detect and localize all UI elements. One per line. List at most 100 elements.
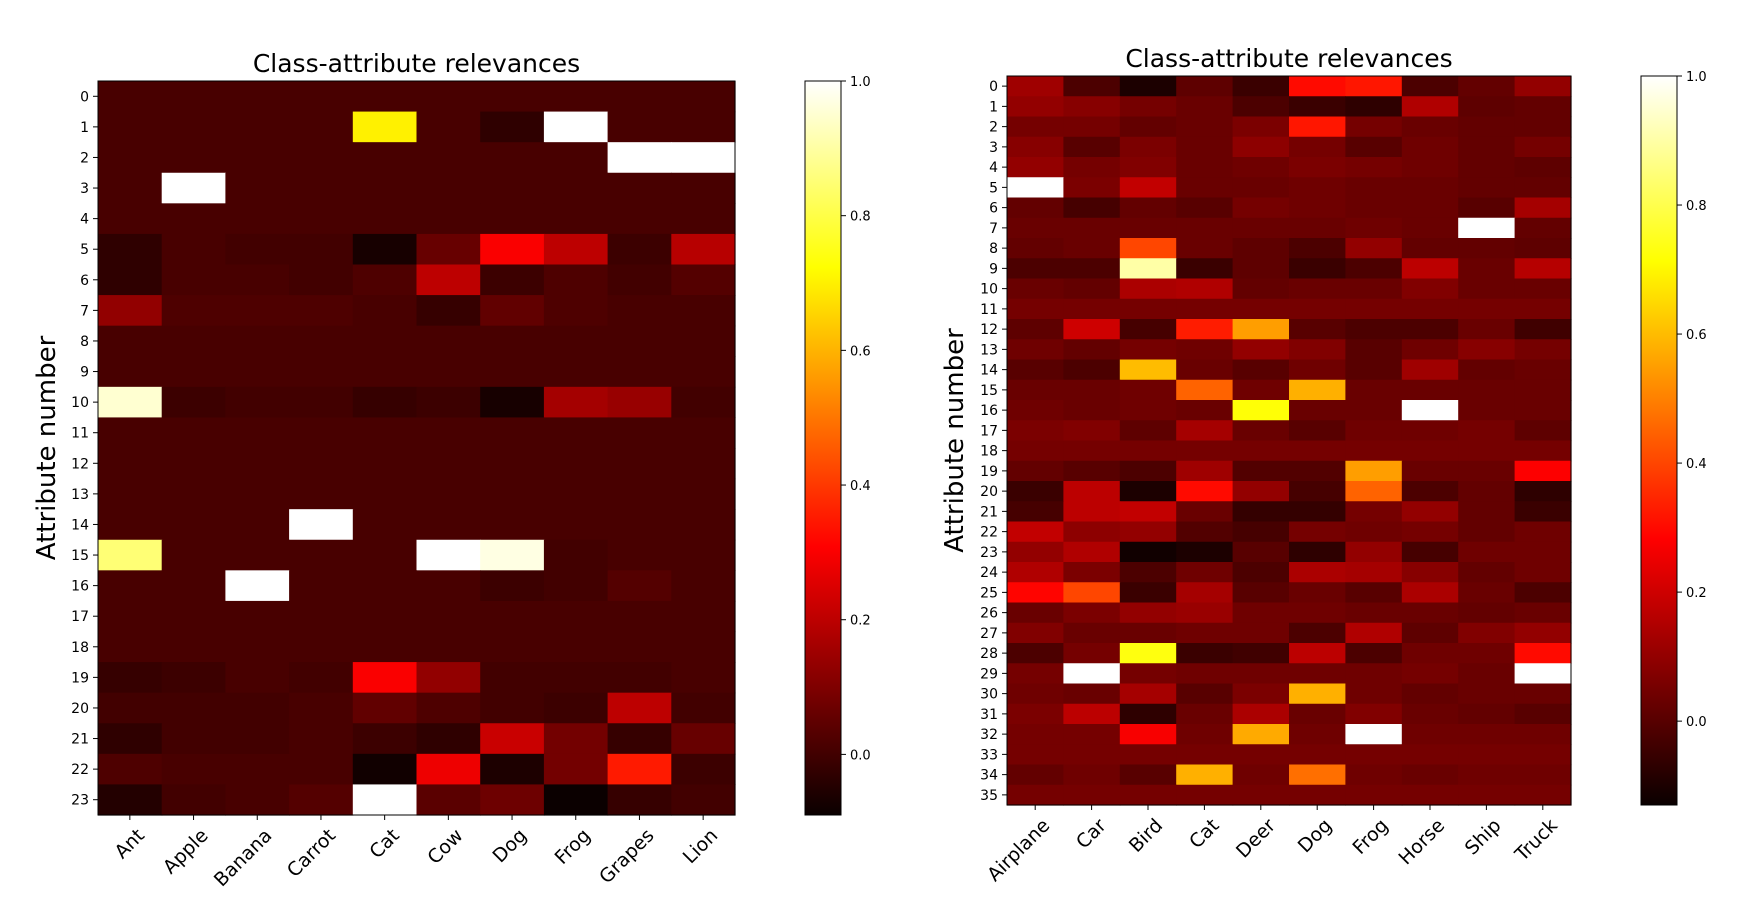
heatmap-cell [1176, 319, 1234, 340]
heatmap-cell [1401, 744, 1459, 766]
heatmap-cell [543, 539, 609, 571]
heatmap-cell [1345, 238, 1403, 259]
heatmap-cell [1063, 784, 1121, 806]
heatmap-cell [161, 600, 226, 633]
y-tick-label: 19 [980, 464, 998, 480]
heatmap-cell [1119, 359, 1177, 381]
heatmap-cell [1514, 278, 1572, 300]
y-tick-label: 4 [80, 212, 89, 228]
heatmap-cell [1119, 481, 1177, 502]
heatmap-cell [1176, 258, 1234, 280]
heatmap-cell [671, 631, 736, 663]
heatmap-cell [543, 723, 609, 755]
heatmap-cell [1176, 764, 1234, 786]
heatmap-cell [98, 356, 163, 388]
heatmap-cell [671, 784, 736, 816]
heatmap-cell [1176, 501, 1234, 523]
heatmap-cell [543, 784, 609, 816]
heatmap-cell [1514, 784, 1572, 806]
heatmap-cell [161, 386, 226, 419]
heatmap-cell [1176, 177, 1234, 199]
heatmap-cell [1345, 764, 1403, 786]
heatmap-cell [98, 386, 163, 419]
heatmap-cell [1063, 683, 1121, 705]
heatmap-cell [1119, 582, 1177, 604]
heatmap-cell [1345, 521, 1403, 543]
heatmap-cell [1063, 602, 1121, 624]
heatmap-cell [543, 356, 609, 388]
heatmap-cell [1232, 683, 1290, 705]
heatmap-cell [1514, 379, 1572, 401]
heatmap-cell [161, 539, 226, 571]
heatmap-cell [1007, 501, 1064, 523]
y-tick-label: 32 [980, 727, 998, 743]
heatmap-cell [1007, 319, 1064, 340]
heatmap-cell [98, 233, 163, 266]
heatmap-cell [1458, 197, 1516, 219]
heatmap-cell [98, 325, 163, 357]
heatmap-cell [1007, 197, 1064, 219]
heatmap-cell [1401, 703, 1459, 725]
heatmap-cell [480, 539, 545, 571]
heatmap-cell [1514, 521, 1572, 543]
heatmap-cell [1007, 157, 1064, 178]
heatmap-cell [1401, 481, 1459, 502]
heatmap-cell [607, 600, 672, 633]
heatmap-cell [289, 539, 354, 571]
heatmap-cell [352, 631, 418, 663]
y-tick-label: 10 [980, 282, 998, 298]
heatmap-cell [1063, 339, 1121, 361]
heatmap-cell [1401, 440, 1459, 462]
heatmap-cell [1345, 582, 1403, 604]
heatmap-cell [289, 233, 354, 266]
colorbar-tick-label: 0.2 [1686, 586, 1707, 601]
y-tick-label: 17 [71, 609, 89, 625]
heatmap-cell [1401, 177, 1459, 199]
heatmap-cell [1401, 764, 1459, 786]
heatmap-cell [1007, 643, 1064, 664]
heatmap-cell [543, 692, 609, 724]
heatmap-cell [1007, 602, 1064, 624]
heatmap-cell [1232, 460, 1290, 482]
heatmap-cell [1458, 258, 1516, 280]
heatmap-cell [1345, 602, 1403, 624]
heatmap-cell [1345, 562, 1403, 583]
heatmap-cell [1232, 481, 1290, 502]
heatmap-cell [1119, 76, 1177, 97]
heatmap-cell [161, 631, 226, 663]
heatmap-cell [1514, 420, 1572, 442]
heatmap-cell [543, 111, 609, 143]
heatmap-cell [1063, 400, 1121, 421]
heatmap-cell [1119, 501, 1177, 523]
heatmap-cell [98, 692, 163, 724]
heatmap-cell [1007, 541, 1064, 563]
heatmap-cell [289, 600, 354, 633]
heatmap-cell [1345, 481, 1403, 502]
y-tick-label: 9 [989, 261, 998, 277]
heatmap-cell [607, 662, 672, 694]
heatmap-cell [1345, 622, 1403, 644]
heatmap-cell [1063, 501, 1121, 523]
heatmap-cell [1345, 76, 1403, 97]
heatmap-cell [225, 325, 290, 357]
heatmap-cell [225, 570, 290, 602]
heatmap-cell [1119, 177, 1177, 199]
heatmap-cell [1458, 400, 1516, 421]
heatmap-cell [1232, 541, 1290, 563]
heatmap-cell [543, 448, 609, 480]
heatmap-cell [1345, 400, 1403, 421]
heatmap-cell [1063, 157, 1121, 178]
heatmap-cell [98, 203, 163, 235]
y-tick-label: 15 [71, 548, 89, 564]
heatmap-cell [1007, 136, 1064, 158]
heatmap-cell [1232, 622, 1290, 644]
heatmap-cell [1232, 440, 1290, 462]
heatmap-cell [671, 448, 736, 480]
heatmap-cell [416, 448, 481, 480]
colorbar-tick-label: 0.4 [1686, 457, 1707, 472]
y-tick-label: 35 [980, 788, 998, 804]
heatmap-cell [1232, 76, 1290, 97]
heatmap-cell [1289, 602, 1346, 624]
y-tick-label: 33 [980, 747, 998, 763]
heatmap-cell [416, 203, 481, 235]
